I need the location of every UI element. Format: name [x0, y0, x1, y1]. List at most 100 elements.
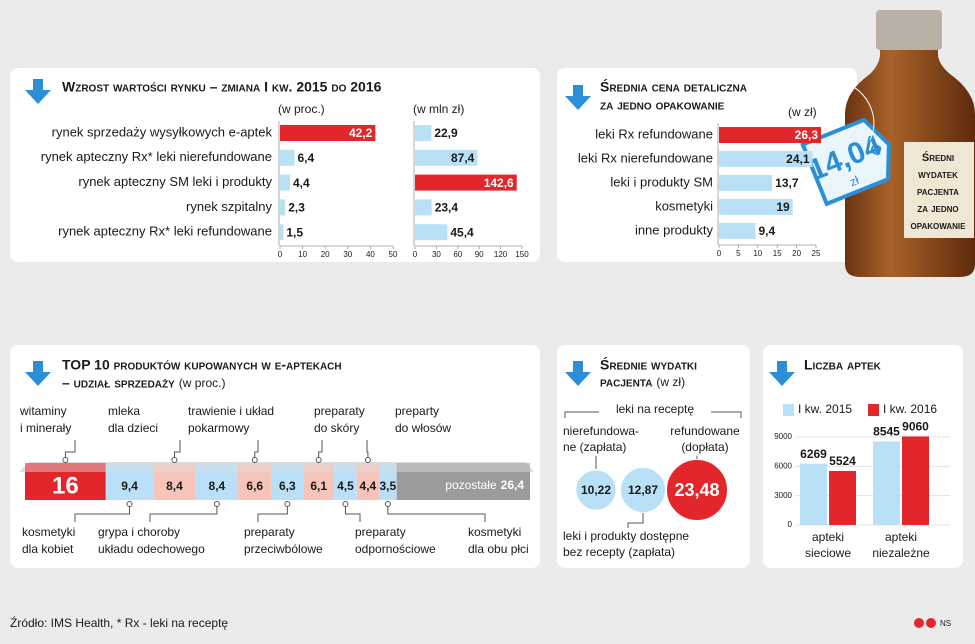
x-tick-label: 10	[298, 250, 307, 259]
value-label: 42,2	[349, 126, 373, 140]
category-label: (dopłata)	[681, 440, 728, 454]
bar	[280, 125, 376, 141]
category-label: niezależne	[872, 546, 930, 560]
unit-label: (w proc.)	[278, 102, 325, 116]
category-label: kosmetyki	[22, 525, 75, 539]
chart-title: Liczba aptek	[804, 357, 882, 373]
x-tick-label: 25	[812, 249, 821, 258]
category-label: apteki	[812, 530, 844, 544]
tag-hole	[870, 144, 881, 155]
x-tick-label: 20	[792, 249, 801, 258]
leader-dot	[251, 457, 258, 463]
leader-dot	[342, 501, 349, 507]
bar-segment-top	[153, 463, 196, 472]
category-label: leki Rx nierefundowane	[578, 150, 713, 165]
category-label: witaminy	[19, 404, 67, 418]
leader-dot	[126, 501, 133, 507]
x-tick-label: 90	[475, 250, 484, 259]
arrow-icon	[25, 361, 51, 386]
category-label: preparaty	[355, 525, 406, 539]
category-label: mleka	[108, 404, 140, 418]
category-label: dla kobiet	[22, 542, 74, 556]
category-label: ne (zapłata)	[563, 440, 626, 454]
category-label: kosmetyki	[468, 525, 521, 539]
bar-segment-top	[105, 463, 154, 472]
category-label: trawienie i układ	[188, 404, 274, 418]
value-label: 6,1	[310, 479, 327, 493]
value-label: 9,4	[121, 479, 138, 493]
value-label: 23,48	[674, 480, 719, 500]
x-tick-label: 50	[389, 250, 398, 259]
bottle-text-line: pacjenta	[917, 186, 959, 198]
leader-line	[149, 502, 218, 522]
value-label: 22,9	[434, 126, 458, 140]
bar-segment	[356, 472, 380, 500]
bar	[280, 199, 286, 216]
bottle-cap	[876, 10, 942, 50]
bar-segment-top	[195, 463, 239, 472]
bar-segment-top	[356, 463, 380, 472]
bar	[719, 127, 822, 143]
category-label: refundowane	[670, 424, 740, 438]
leader-line	[74, 502, 131, 522]
category-label: apteki	[885, 530, 917, 544]
category-label: inne produkty	[635, 222, 714, 237]
chart-title: Średnie wydatki	[600, 356, 697, 373]
category-label: do skóry	[314, 421, 359, 435]
value-label: 4,4	[360, 479, 377, 493]
arrow-icon	[565, 85, 591, 110]
bottle: 14,04 zł Średni wydatek pacjenta za jedno op…	[800, 10, 975, 277]
category-label: dla obu płci	[468, 542, 529, 556]
leader-dot	[284, 501, 291, 507]
chart-title: – udział sprzedaży	[62, 375, 175, 391]
leader-dot	[171, 457, 178, 463]
panel	[10, 68, 540, 262]
value-label: 1,5	[286, 225, 303, 239]
logo-icon	[914, 618, 924, 628]
value-label: 24,1	[786, 152, 810, 166]
category-label: bez recepty (zapłata)	[563, 545, 675, 559]
arrow-icon	[25, 79, 51, 104]
y-tick-label: 6000	[774, 461, 792, 470]
value-label: 8,4	[166, 479, 183, 493]
category-label: rynek szpitalny	[186, 199, 272, 214]
bottle-text-line: za jedno	[917, 203, 958, 215]
category-label: grypa i choroby	[98, 525, 180, 539]
category-label: pokarmowy	[188, 421, 249, 435]
bottle-text: Średni wydatek pacjenta za jedno opakowanie	[911, 151, 967, 232]
bar	[415, 224, 448, 241]
x-tick-label: 120	[494, 250, 508, 259]
category-label: przeciwbólowe	[244, 542, 323, 556]
bar	[280, 174, 290, 191]
bar	[415, 199, 432, 216]
value-label: 19	[776, 200, 790, 214]
bar	[415, 174, 517, 191]
value-label: 6,6	[246, 479, 263, 493]
x-tick-label: 40	[366, 250, 375, 259]
value-label: 8545	[873, 425, 900, 439]
leader-dot	[213, 501, 220, 507]
bar	[829, 470, 856, 525]
leader-dot	[62, 457, 69, 463]
value-label: 8,4	[209, 479, 226, 493]
logo-icon	[926, 618, 936, 628]
bar	[719, 199, 793, 215]
bar-segment-top	[271, 463, 304, 472]
category-label: i minerały	[20, 421, 71, 435]
x-tick-label: 0	[413, 250, 418, 259]
bottle-text-line: Średni	[922, 151, 954, 164]
group-label: leki na receptę	[616, 402, 694, 416]
chart-title: pacjenta	[600, 374, 652, 390]
value-label: 26,4	[501, 478, 525, 492]
tag-shape	[800, 117, 891, 207]
bar-segment-top	[334, 463, 357, 472]
bar-segment	[396, 472, 530, 500]
bar-segment	[303, 472, 335, 500]
x-tick-label: 60	[453, 250, 462, 259]
bubble	[665, 458, 729, 522]
legend-swatch	[783, 404, 794, 416]
chart-unit: (w zł)	[656, 375, 685, 389]
value-label: 9060	[902, 420, 929, 434]
leader-line	[344, 502, 361, 522]
